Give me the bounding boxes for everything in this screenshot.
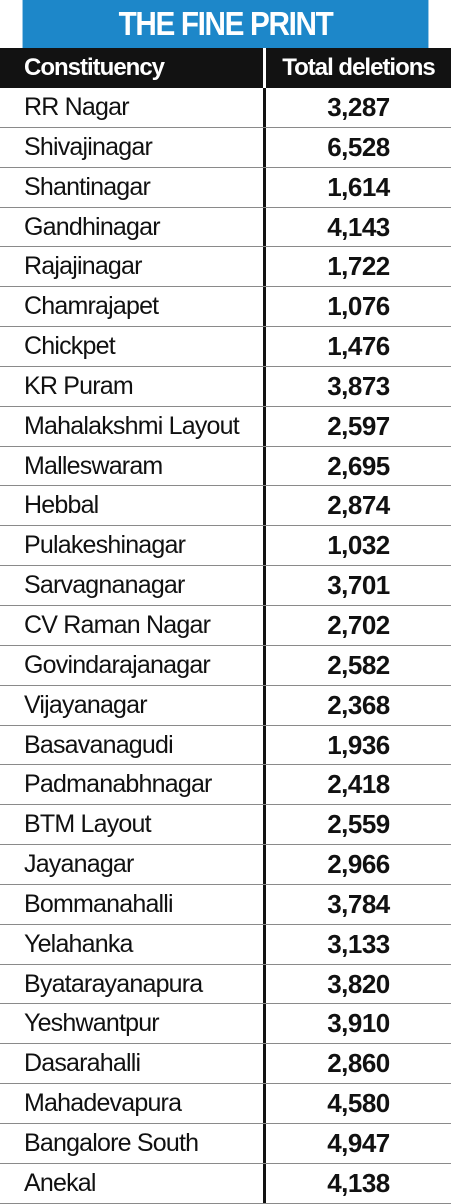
total-deletions-value: 2,368: [327, 689, 390, 720]
table-row: Dasarahalli 2,860: [0, 1044, 451, 1085]
page-title: THE FINE PRINT: [22, 0, 429, 48]
constituency-name: Chickpet: [0, 327, 266, 366]
constituency-name: Jayanagar: [0, 845, 266, 884]
total-deletions-value: 4,947: [327, 1127, 390, 1158]
total-deletions-value: 2,695: [327, 450, 390, 481]
constituency-name: Mahadevapura: [0, 1084, 266, 1123]
table-row: Padmanabhnagar 2,418: [0, 765, 451, 806]
table-row: Chamrajapet 1,076: [0, 287, 451, 328]
total-deletions-value: 3,873: [327, 370, 390, 401]
table-row: Shantinagar 1,614: [0, 167, 451, 208]
table-row: Anekal 4,138: [0, 1163, 451, 1204]
total-deletions-value: 3,820: [327, 968, 390, 999]
table-row: RR Nagar 3,287: [0, 88, 451, 128]
total-deletions-value: 3,701: [327, 570, 390, 601]
table-row: Bangalore South 4,947: [0, 1123, 451, 1164]
constituency-name: Mahalakshmi Layout: [0, 406, 266, 446]
table-row: CV Raman Nagar 2,702: [0, 605, 451, 646]
constituency-name: Bangalore South: [0, 1123, 266, 1163]
table-row: Basavanagudi 1,936: [0, 725, 451, 766]
table-row: Byatarayanapura 3,820: [0, 964, 451, 1005]
table-row: Rajajinagar 1,722: [0, 247, 451, 288]
constituency-name: Rajajinagar: [0, 247, 266, 287]
table-row: Yelahanka 3,133: [0, 924, 451, 965]
constituency-name: Bommanahalli: [0, 884, 266, 924]
table-row: Chickpet 1,476: [0, 327, 451, 367]
constituency-name: Yelahanka: [0, 924, 266, 964]
total-deletions-value: 2,702: [327, 609, 390, 640]
total-deletions-value: 4,580: [327, 1088, 390, 1119]
table-row: Yeshwantpur 3,910: [0, 1004, 451, 1045]
table-row: Jayanagar 2,966: [0, 845, 451, 885]
table-header: Constituency Total deletions: [0, 48, 451, 88]
total-deletions-value: 1,032: [327, 530, 390, 561]
constituency-name: Anekal: [0, 1163, 266, 1203]
table-row: Shivajinagar 6,528: [0, 127, 451, 168]
total-deletions-value: 4,143: [327, 211, 390, 242]
total-deletions-value: 3,784: [327, 888, 390, 919]
total-deletions-value: 3,133: [327, 928, 390, 959]
constituency-name: BTM Layout: [0, 805, 266, 845]
constituency-name: Byatarayanapura: [0, 964, 266, 1004]
constituency-name: Shantinagar: [0, 167, 266, 207]
table-row: Vijayanagar 2,368: [0, 685, 451, 726]
table-body: RR Nagar 3,287 Shivajinagar 6,528 Shantinaga…: [0, 88, 451, 1204]
table-row: Sarvagnanagar 3,701: [0, 566, 451, 606]
total-deletions-value: 2,582: [327, 649, 390, 680]
constituency-name: Chamrajapet: [0, 287, 266, 327]
table-row: Bommanahalli 3,784: [0, 884, 451, 925]
total-deletions-value: 1,476: [327, 331, 390, 362]
total-deletions-value: 2,418: [327, 769, 390, 800]
constituency-name: Shivajinagar: [0, 127, 266, 167]
constituency-name: Basavanagudi: [0, 725, 266, 765]
constituency-name: Padmanabhnagar: [0, 765, 266, 805]
constituency-name: Yeshwantpur: [0, 1004, 266, 1044]
constituency-name: KR Puram: [0, 366, 266, 406]
constituency-name: Pulakeshinagar: [0, 526, 266, 566]
total-deletions-value: 3,287: [327, 92, 390, 122]
total-deletions-value: 1,936: [327, 729, 390, 760]
total-deletions-value: 6,528: [327, 131, 390, 162]
total-deletions-value: 2,874: [327, 490, 390, 521]
constituency-name: Vijayanagar: [0, 685, 266, 725]
constituency-name: Govindarajanagar: [0, 645, 266, 685]
total-deletions-value: 4,138: [327, 1167, 390, 1198]
constituency-name: Gandhinagar: [0, 207, 266, 247]
total-deletions-value: 1,614: [327, 171, 390, 202]
table-row: BTM Layout 2,559: [0, 805, 451, 846]
table-row: Govindarajanagar 2,582: [0, 645, 451, 686]
table-row: Pulakeshinagar 1,032: [0, 526, 451, 567]
table-row: Malleswaram 2,695: [0, 446, 451, 487]
table-row: Mahadevapura 4,580: [0, 1084, 451, 1124]
table-row: KR Puram 3,873: [0, 366, 451, 407]
constituency-name: Sarvagnanagar: [0, 566, 266, 605]
table-row: Mahalakshmi Layout 2,597: [0, 406, 451, 447]
constituency-name: CV Raman Nagar: [0, 605, 266, 645]
total-deletions-value: 3,910: [327, 1008, 390, 1039]
table-row: Hebbal 2,874: [0, 486, 451, 527]
total-deletions-value: 2,597: [327, 410, 390, 441]
total-deletions-value: 2,966: [327, 849, 390, 880]
constituency-name: Hebbal: [0, 486, 266, 526]
total-deletions-value: 2,860: [327, 1048, 390, 1079]
column-header-total-deletions: Total deletions: [282, 54, 436, 81]
constituency-name: Malleswaram: [0, 446, 266, 486]
constituency-name: RR Nagar: [0, 88, 266, 127]
table-row: Gandhinagar 4,143: [0, 207, 451, 248]
total-deletions-value: 2,559: [327, 809, 390, 840]
column-header-constituency: Constituency: [0, 48, 266, 88]
total-deletions-value: 1,722: [327, 251, 390, 282]
total-deletions-value: 1,076: [327, 291, 390, 322]
constituency-name: Dasarahalli: [0, 1044, 266, 1084]
